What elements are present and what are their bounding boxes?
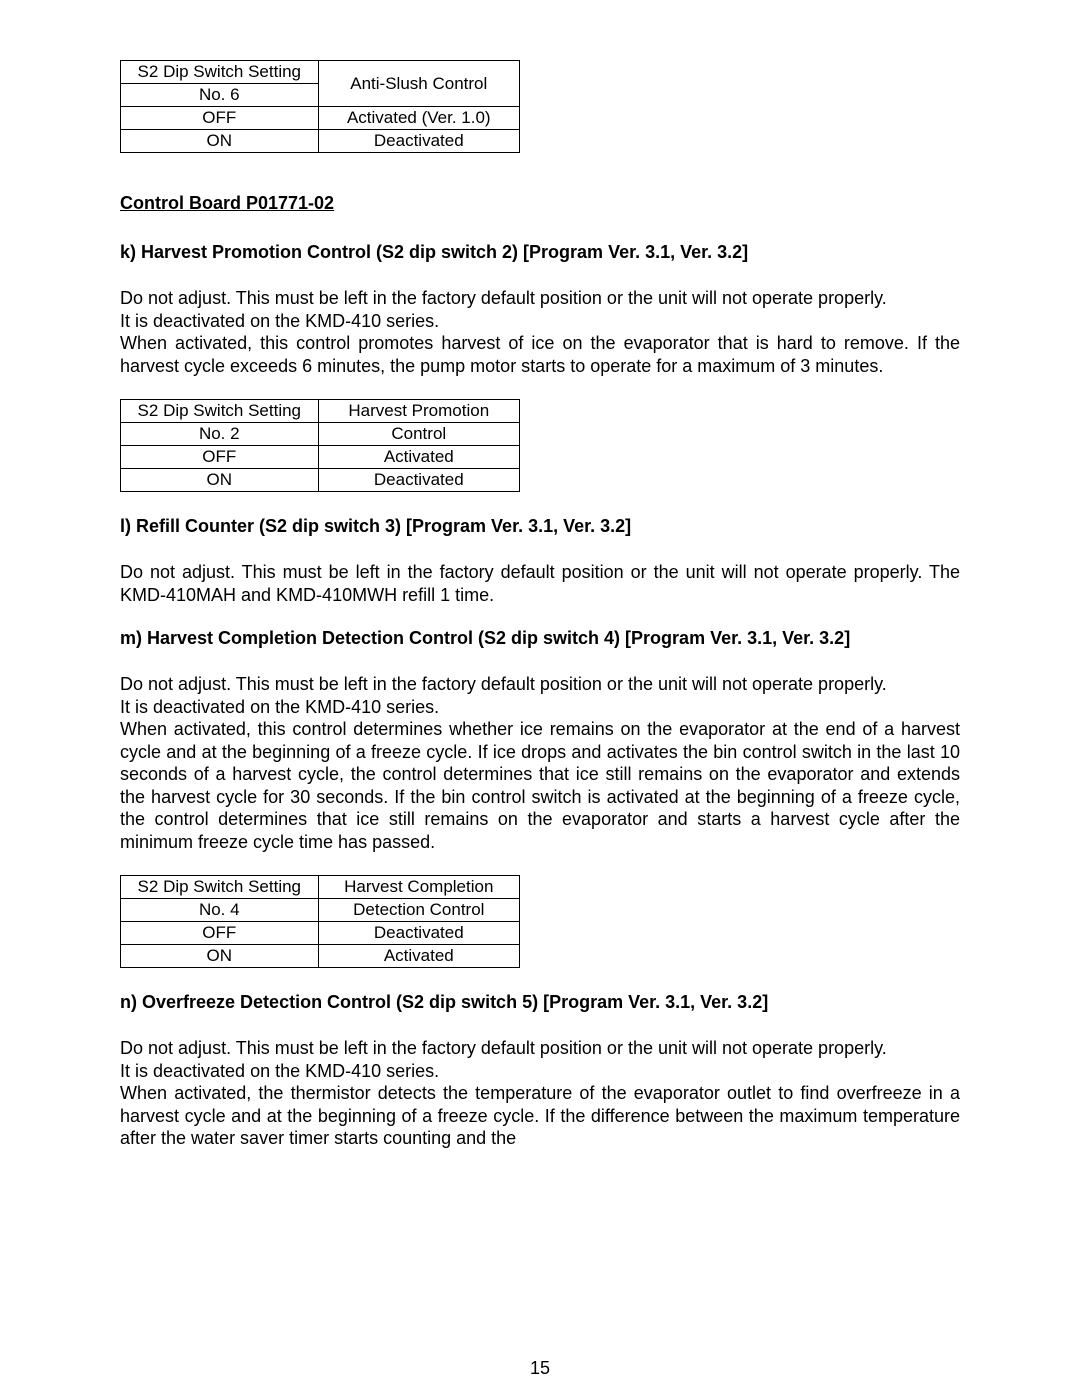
subsection-title-m: m) Harvest Completion Detection Control … xyxy=(120,628,960,649)
table-cell: No. 4 xyxy=(121,899,319,922)
table-row: OFF Activated xyxy=(121,446,520,469)
table-cell: Deactivated xyxy=(318,130,519,153)
table-cell: Detection Control xyxy=(318,899,519,922)
paragraph: It is deactivated on the KMD-410 series. xyxy=(120,310,960,333)
table-cell: ON xyxy=(121,945,319,968)
paragraph: Do not adjust. This must be left in the … xyxy=(120,673,960,696)
table-cell: Activated (Ver. 1.0) xyxy=(318,107,519,130)
table-cell: S2 Dip Switch Setting xyxy=(121,400,319,423)
table-cell: Deactivated xyxy=(318,469,519,492)
paragraph: When activated, this control promotes ha… xyxy=(120,332,960,377)
table-anti-slush: S2 Dip Switch Setting Anti-Slush Control… xyxy=(120,60,520,153)
paragraph: It is deactivated on the KMD-410 series. xyxy=(120,696,960,719)
table-cell: Deactivated xyxy=(318,922,519,945)
table-cell: OFF xyxy=(121,922,319,945)
table-cell: No. 6 xyxy=(121,84,319,107)
table-cell: Harvest Promotion xyxy=(318,400,519,423)
table-row: ON Activated xyxy=(121,945,520,968)
subsection-title-k: k) Harvest Promotion Control (S2 dip swi… xyxy=(120,242,960,263)
table-cell: ON xyxy=(121,469,319,492)
section-title: Control Board P01771-02 xyxy=(120,193,960,214)
table-cell: ON xyxy=(121,130,319,153)
table-cell: OFF xyxy=(121,107,319,130)
paragraph: Do not adjust. This must be left in the … xyxy=(120,287,960,310)
table-harvest-promotion: S2 Dip Switch Setting Harvest Promotion … xyxy=(120,399,520,492)
paragraph: It is deactivated on the KMD-410 series. xyxy=(120,1060,960,1083)
table-cell: OFF xyxy=(121,446,319,469)
table-row: ON Deactivated xyxy=(121,130,520,153)
page-number: 15 xyxy=(0,1358,1080,1379)
table-row: OFF Deactivated xyxy=(121,922,520,945)
subsection-title-n: n) Overfreeze Detection Control (S2 dip … xyxy=(120,992,960,1013)
paragraph: When activated, the thermistor detects t… xyxy=(120,1082,960,1150)
table-cell: Control xyxy=(318,423,519,446)
table-cell: No. 2 xyxy=(121,423,319,446)
table-cell: Activated xyxy=(318,446,519,469)
table-cell: Harvest Completion xyxy=(318,876,519,899)
subsection-title-l: l) Refill Counter (S2 dip switch 3) [Pro… xyxy=(120,516,960,537)
paragraph: Do not adjust. This must be left in the … xyxy=(120,561,960,606)
table-cell: Activated xyxy=(318,945,519,968)
paragraph: When activated, this control determines … xyxy=(120,718,960,853)
table-row: ON Deactivated xyxy=(121,469,520,492)
table-cell: S2 Dip Switch Setting xyxy=(121,876,319,899)
paragraph: Do not adjust. This must be left in the … xyxy=(120,1037,960,1060)
table-harvest-completion: S2 Dip Switch Setting Harvest Completion… xyxy=(120,875,520,968)
table-row: OFF Activated (Ver. 1.0) xyxy=(121,107,520,130)
table-cell: Anti-Slush Control xyxy=(318,61,519,107)
table-cell: S2 Dip Switch Setting xyxy=(121,61,319,84)
document-page: S2 Dip Switch Setting Anti-Slush Control… xyxy=(0,0,1080,1397)
